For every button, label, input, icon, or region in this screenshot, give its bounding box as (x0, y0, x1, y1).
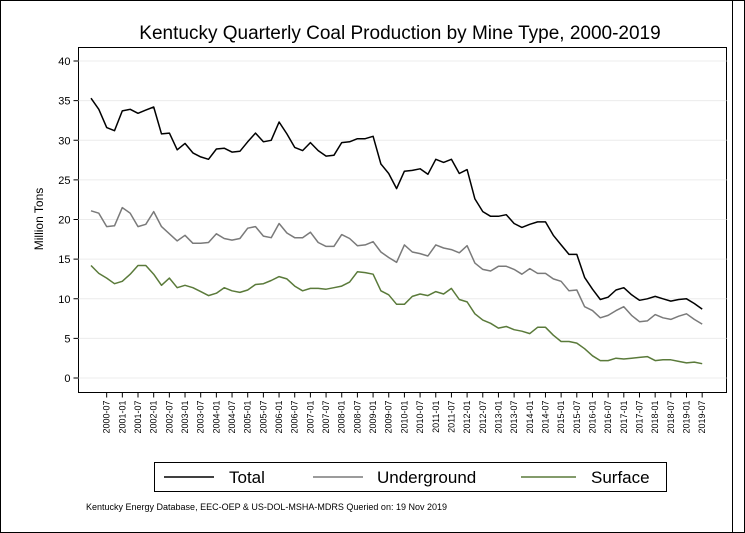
x-tick-label: 2012-01 (462, 401, 472, 434)
legend-label-underground: Underground (377, 468, 476, 487)
x-tick-label: 2002-07 (164, 401, 174, 434)
x-tick-label: 2019-01 (681, 401, 691, 434)
x-tick-label: 2013-07 (509, 401, 519, 434)
x-tick-label: 2001-07 (133, 401, 143, 434)
x-tick-label: 2003-07 (196, 401, 206, 434)
x-tick-label: 2010-01 (399, 401, 409, 434)
x-tick-label: 2002-01 (149, 401, 159, 434)
x-tick-label: 2013-01 (493, 401, 503, 434)
y-tick-label: 30 (58, 135, 70, 147)
x-axis: 2000-07 2001-01 2001-07 2002-01 2002-07 2003-… (102, 392, 707, 434)
x-tick-label: 2004-07 (227, 401, 237, 434)
series-lines (90, 97, 703, 365)
x-tick-label: 2006-01 (274, 401, 284, 434)
y-tick-label: 5 (64, 333, 70, 345)
y-tick-label: 40 (58, 56, 70, 68)
y-tick-label: 35 (58, 96, 70, 108)
x-tick-label: 2000-07 (102, 401, 112, 434)
y-tick-label: 0 (64, 373, 70, 385)
y-axis: 0 5 10 15 20 25 30 35 40 (58, 56, 79, 385)
legend-label-surface: Surface (591, 468, 650, 487)
x-tick-label: 2017-07 (634, 401, 644, 434)
x-tick-label: 2007-07 (321, 401, 331, 434)
x-tick-label: 2011-07 (446, 401, 456, 433)
x-tick-label: 2019-07 (697, 401, 707, 434)
x-tick-label: 2010-07 (415, 401, 425, 434)
series-line-surface (90, 264, 703, 365)
x-tick-label: 2018-07 (666, 401, 676, 434)
y-tick-label: 20 (58, 215, 70, 227)
y-tick-label: 15 (58, 254, 70, 266)
y-tick-label: 10 (58, 294, 70, 306)
x-tick-label: 2016-07 (603, 401, 613, 434)
y-tick-label: 25 (58, 175, 70, 187)
chart-title: Kentucky Quarterly Coal Production by Mi… (139, 23, 660, 44)
legend: Total Underground Surface (154, 462, 667, 492)
x-tick-label: 2004-01 (211, 401, 221, 434)
legend-label-total: Total (229, 468, 265, 487)
x-tick-label: 2018-01 (650, 401, 660, 434)
x-tick-label: 2012-07 (478, 401, 488, 434)
x-tick-label: 2009-01 (368, 401, 378, 434)
x-tick-label: 2005-01 (243, 401, 253, 434)
x-tick-label: 2008-01 (337, 401, 347, 434)
gridlines (78, 60, 727, 379)
x-tick-label: 2015-01 (556, 401, 566, 434)
x-tick-label: 2003-01 (180, 401, 190, 434)
legend-box (154, 462, 667, 492)
x-tick-label: 2017-01 (619, 401, 629, 434)
x-tick-label: 2015-07 (572, 401, 582, 434)
source-note: Kentucky Energy Database, EEC-OEP & US-D… (86, 502, 447, 512)
y-axis-title: Million Tons (32, 188, 46, 250)
x-tick-label: 2014-07 (540, 401, 550, 434)
x-tick-label: 2011-01 (431, 401, 441, 433)
series-line-underground (90, 206, 703, 325)
x-tick-label: 2005-07 (258, 401, 268, 434)
x-tick-label: 2009-07 (384, 401, 394, 434)
x-tick-label: 2007-01 (305, 401, 315, 434)
series-line-total (90, 97, 703, 310)
x-tick-label: 2016-01 (587, 401, 597, 434)
x-tick-label: 2008-07 (352, 401, 362, 434)
x-tick-label: 2001-01 (117, 401, 127, 434)
x-tick-label: 2006-07 (290, 401, 300, 434)
x-tick-label: 2014-01 (525, 401, 535, 434)
